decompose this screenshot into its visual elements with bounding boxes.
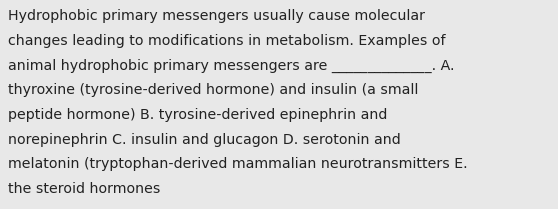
Text: changes leading to modifications in metabolism. Examples of: changes leading to modifications in meta… (8, 34, 446, 48)
Text: peptide hormone) B. tyrosine-derived epinephrin and: peptide hormone) B. tyrosine-derived epi… (8, 108, 388, 122)
Text: norepinephrin C. insulin and glucagon D. serotonin and: norepinephrin C. insulin and glucagon D.… (8, 133, 401, 147)
Text: melatonin (tryptophan-derived mammalian neurotransmitters E.: melatonin (tryptophan-derived mammalian … (8, 157, 468, 171)
Text: Hydrophobic primary messengers usually cause molecular: Hydrophobic primary messengers usually c… (8, 9, 425, 23)
Text: animal hydrophobic primary messengers are ______________. A.: animal hydrophobic primary messengers ar… (8, 59, 455, 73)
Text: the steroid hormones: the steroid hormones (8, 182, 161, 196)
Text: thyroxine (tyrosine-derived hormone) and insulin (a small: thyroxine (tyrosine-derived hormone) and… (8, 83, 418, 97)
